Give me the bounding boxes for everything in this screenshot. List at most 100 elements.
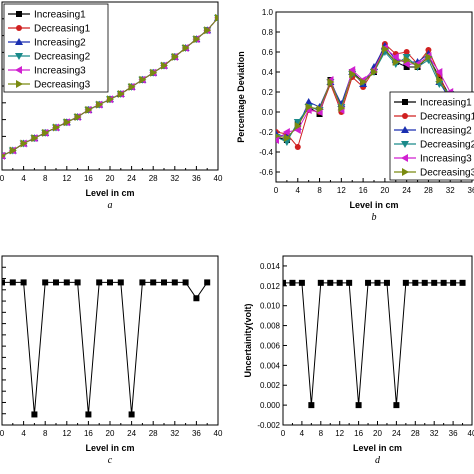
data-point [403,64,410,70]
legend-entry: Increasing1 [34,10,86,21]
series-line-data [2,281,208,415]
data-point [282,128,290,136]
data-point [193,295,200,302]
data-point [450,279,457,286]
x-tick-label: 40 [214,429,223,438]
data-point [74,112,82,121]
y-tick-label: -0.002 [257,421,280,430]
data-point [9,279,16,286]
data-point [293,119,302,126]
y-tick-label: -0.2 [259,128,273,137]
data-point [414,62,422,70]
data-point [391,53,399,61]
legend-box [3,3,109,93]
data-point [304,98,313,105]
x-axis-label: Level in cm [85,443,134,453]
y-tick-label: -0.6 [259,168,273,177]
x-tick-label: 12 [337,186,346,195]
series-group [2,13,218,160]
data-point [327,279,334,286]
legend-entry: Increasing2 [34,38,86,49]
x-tick-label: 16 [84,429,93,438]
x-tick-label: 28 [411,429,420,438]
data-point [9,146,17,155]
data-point [85,411,92,418]
x-tick-label: 4 [296,186,301,195]
x-tick-label: 16 [84,174,93,183]
legend-entry: Decreasing1 [34,24,91,35]
x-tick-label: 28 [149,429,158,438]
data-point [63,279,70,286]
legend-entry: Decreasing3 [420,168,474,179]
x-tick-label: 24 [127,174,136,183]
y-tick-label: 0.8 [262,28,274,37]
panel-caption: b [372,212,377,223]
y-tick-label: 0.002 [260,381,281,390]
legend-marker [16,25,22,31]
x-tick-label: 28 [149,174,158,183]
data-point [355,402,362,409]
x-tick-label: 16 [354,429,363,438]
data-point [107,95,114,104]
data-point [139,75,147,84]
x-tick-label: 20 [380,186,389,195]
x-tick-label: 28 [424,186,433,195]
y-axis-label: Percentage Deviation [236,51,246,143]
legend-marker [16,80,23,88]
data-point [139,279,146,286]
legend-marker [401,141,409,148]
data-point [2,153,6,159]
series-group [283,279,466,409]
data-point [327,78,335,86]
data-point [402,279,409,286]
data-point [336,279,343,286]
data-point [436,76,444,84]
x-tick-label: 24 [392,429,401,438]
data-point [42,279,49,286]
data-point [435,68,443,76]
data-point [182,43,190,52]
y-tick-label: 0.2 [262,88,274,97]
data-point [289,279,296,286]
data-point [317,279,324,286]
y-tick-label: 0.004 [260,361,281,370]
data-point [107,279,113,286]
x-tick-label: 12 [335,429,344,438]
x-tick-label: 0 [0,174,5,183]
data-point [42,128,50,137]
x-tick-label: 12 [62,429,71,438]
x-tick-label: 32 [170,429,179,438]
data-point [117,279,124,286]
x-tick-label: 32 [446,186,455,195]
data-point [204,279,211,286]
legend-entry: Increasing3 [420,154,472,165]
data-point [276,136,279,144]
data-point [31,411,38,418]
y-axis-label: Uncertainity(volt) [243,303,253,377]
legend-marker [401,154,408,162]
data-point [374,279,381,286]
data-point [53,279,59,286]
legend-entry: Increasing1 [420,98,472,109]
chart-panel-c: 0 4 8 12 16 20 24 28 32 36 40 Level in cm c [0,255,223,466]
data-point [381,45,389,53]
data-point [440,279,447,286]
legend-marker [402,99,408,105]
data-point [276,133,280,139]
x-tick-label: 32 [430,429,439,438]
x-tick-label: 12 [62,174,71,183]
y-tick-label: 0.4 [262,68,274,77]
panel-caption: a [108,200,113,211]
y-tick-label: 0.008 [260,322,281,331]
y-tick-label: 0.012 [260,282,281,291]
panel-caption: c [108,455,113,466]
x-tick-label: 20 [106,429,115,438]
x-tick-label: 8 [319,429,324,438]
legend-entry: Decreasing3 [34,80,91,91]
data-point [53,123,60,132]
data-point [171,279,178,286]
x-tick-label: 16 [359,186,368,195]
x-axis-label: Level in cm [349,200,398,210]
series-group [2,279,211,418]
